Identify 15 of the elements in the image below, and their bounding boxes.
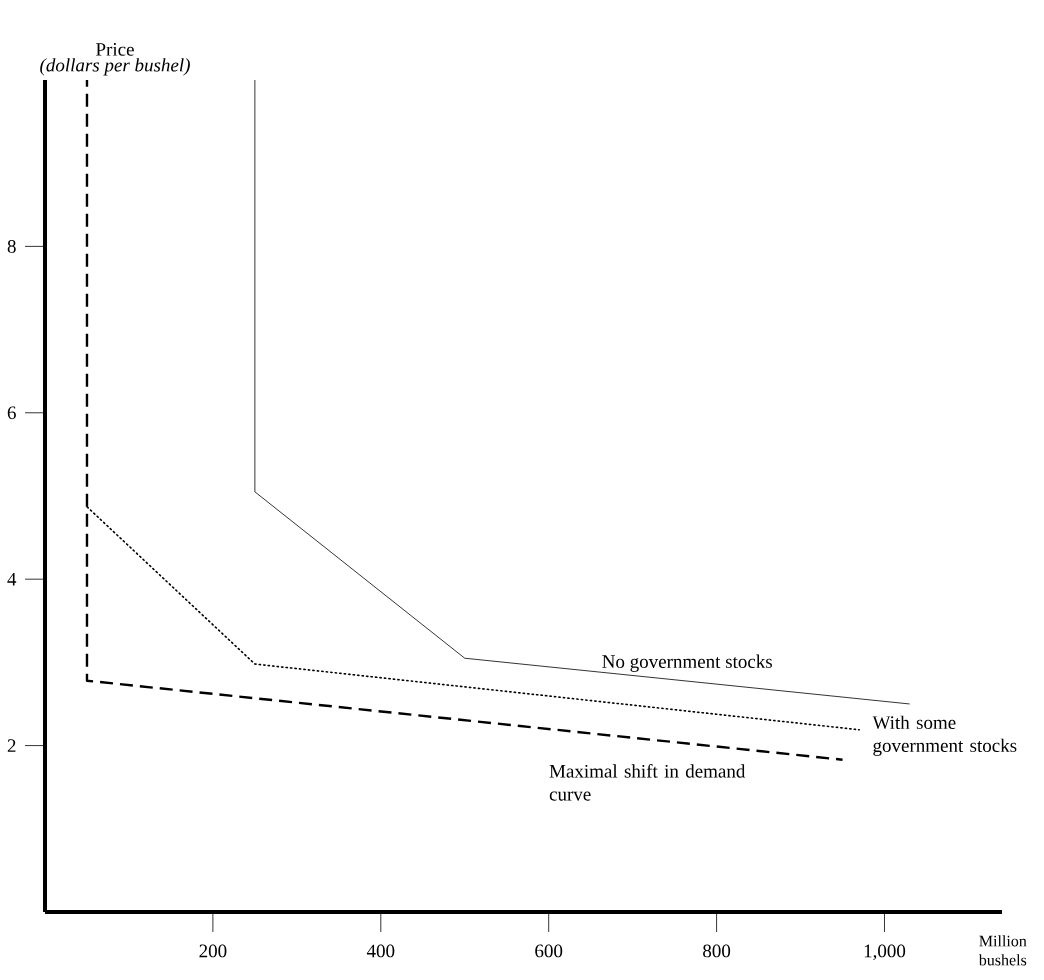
series-label: Maximal shift in demand curve (549, 764, 746, 801)
y-tick-label: 6 (7, 406, 16, 420)
y-tick-label: 8 (7, 239, 16, 253)
x-axis-title: Million bushels (978, 935, 1027, 966)
x-tick-label: 600 (535, 944, 563, 958)
text: (dollars per bushel) (40, 58, 190, 76)
series-label: With some government stocks (872, 715, 1017, 756)
y-tick-label: 4 (7, 572, 17, 586)
x-tick-label: 800 (703, 944, 731, 958)
y-tick-label: 2 (7, 739, 16, 752)
series-label: No government stocks (602, 654, 772, 672)
x-tick-label: 1,000 (864, 944, 906, 961)
y-axis-title: Price (96, 43, 134, 56)
x-tick-label: 400 (366, 944, 395, 958)
x-tick-label: 200 (199, 944, 227, 958)
